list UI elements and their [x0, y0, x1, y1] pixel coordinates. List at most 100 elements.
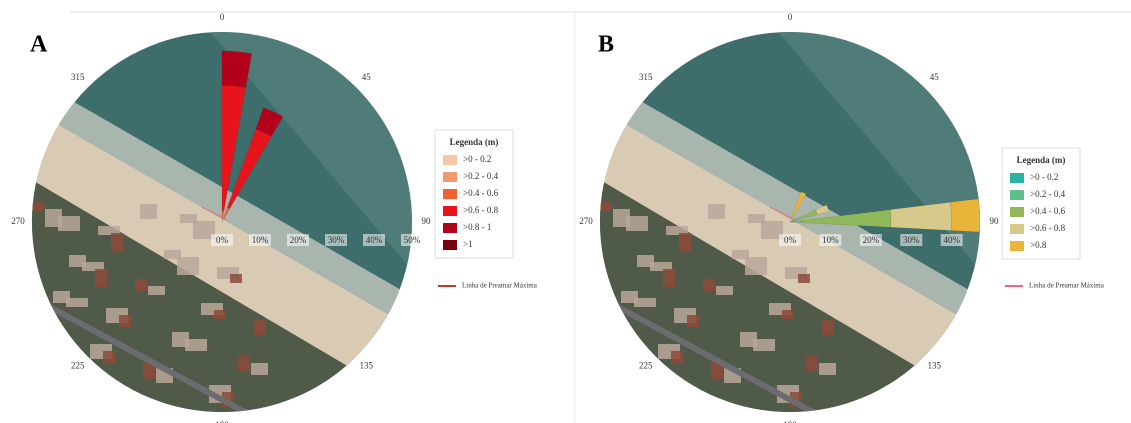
building: [716, 286, 733, 295]
direction-tick-label: 270: [11, 216, 25, 226]
sand: [600, 104, 980, 412]
panel-label: A: [30, 32, 48, 58]
building: [600, 202, 612, 211]
building: [626, 216, 648, 231]
direction-tick-label: 0: [220, 12, 225, 22]
building: [703, 279, 715, 291]
building: [214, 310, 226, 319]
radial-tick-label: 40%: [943, 235, 960, 245]
legend-label: >0 - 0.2: [1030, 172, 1058, 182]
sand: [32, 104, 412, 412]
direction-tick-label: 0: [788, 12, 793, 22]
petal-segment: [221, 210, 225, 219]
radial-tick-box: [819, 234, 842, 246]
legend-swatch: [1010, 207, 1024, 217]
building: [711, 361, 723, 379]
radial-tick-box: [363, 234, 385, 246]
legend-title: Legenda (m): [1017, 155, 1066, 165]
legend-swatch: [443, 206, 457, 216]
radial-tick-label: 40%: [366, 235, 383, 245]
building: [140, 204, 157, 219]
road: [32, 289, 284, 412]
building: [663, 269, 675, 287]
legend-swatch: [443, 189, 457, 199]
building: [230, 274, 242, 283]
radial-tick-label: 50%: [404, 235, 421, 245]
building: [61, 373, 78, 391]
legend-label: >0.8: [1030, 240, 1047, 250]
radial-tick-label: 10%: [252, 235, 269, 245]
building: [37, 327, 54, 339]
petal-segment: [221, 50, 252, 88]
building: [66, 298, 88, 307]
building: [95, 269, 107, 287]
petal-segment: [796, 209, 818, 221]
petal-segment: [801, 209, 892, 228]
legend-swatch: [443, 172, 457, 182]
building: [193, 221, 215, 239]
legend-swatch: [1010, 224, 1024, 234]
building: [180, 214, 197, 223]
radial-tick-box: [900, 234, 923, 246]
line-legend-label: Linha de Preamar Máxima: [462, 282, 538, 290]
direction-tick-label: 90: [990, 216, 1000, 226]
building: [806, 356, 818, 371]
building: [177, 257, 199, 275]
radial-tick-label: 10%: [822, 235, 839, 245]
building: [819, 363, 836, 375]
legend-label: >0.6 - 0.8: [1030, 223, 1066, 233]
building: [798, 274, 810, 283]
building: [740, 332, 757, 347]
legend-swatch: [443, 155, 457, 165]
building: [753, 339, 775, 351]
building: [634, 298, 656, 307]
radial-tick-label: 30%: [328, 235, 345, 245]
radial-tick-label: 20%: [863, 235, 880, 245]
radial-tick-box: [325, 234, 347, 246]
legend-label: >1: [463, 239, 473, 249]
radial-tick-box: [779, 234, 801, 246]
direction-tick-label: 135: [927, 360, 941, 370]
building: [748, 214, 765, 223]
building: [74, 380, 96, 395]
legend-label: >0.6 - 0.8: [463, 205, 499, 215]
building: [69, 255, 86, 267]
direction-tick-label: 90: [422, 216, 432, 226]
direction-tick-label: 135: [359, 360, 373, 370]
building: [164, 250, 181, 259]
building: [143, 361, 155, 379]
legend-label: >0.2 - 0.4: [463, 171, 499, 181]
direction-tick-label: 315: [639, 72, 653, 82]
building: [782, 310, 794, 319]
building: [621, 291, 638, 303]
building: [605, 327, 622, 339]
direction-tick-label: 225: [71, 360, 85, 370]
shoreline: [201, 206, 228, 221]
radial-tick-label: 30%: [903, 235, 920, 245]
building: [58, 216, 80, 231]
line-legend-label: Linha de Preamar Máxima: [1029, 282, 1105, 290]
petal-segment: [255, 107, 284, 137]
direction-tick-label: 270: [579, 216, 593, 226]
building: [650, 262, 672, 271]
direction-tick-label: 45: [930, 72, 940, 82]
petal-segment: [950, 198, 981, 233]
radial-tick-box: [401, 234, 423, 246]
legend-label: >0.8 - 1: [463, 222, 491, 232]
petal-segment: [815, 204, 830, 215]
building: [45, 209, 62, 227]
petal-segment: [226, 128, 272, 210]
petal-segment: [789, 191, 807, 223]
legend-title: Legenda (m): [450, 137, 499, 147]
building: [666, 226, 688, 235]
building: [254, 320, 266, 335]
radial-tick-label: 0%: [784, 235, 797, 245]
petal-segment: [793, 220, 803, 223]
building: [82, 262, 104, 271]
direction-tick-label: 180: [215, 420, 229, 423]
radial-tick-label: 0%: [216, 235, 229, 245]
legend-label: >0.4 - 0.6: [463, 188, 499, 198]
legend-swatch: [443, 240, 457, 250]
legend-box: [1001, 147, 1081, 260]
